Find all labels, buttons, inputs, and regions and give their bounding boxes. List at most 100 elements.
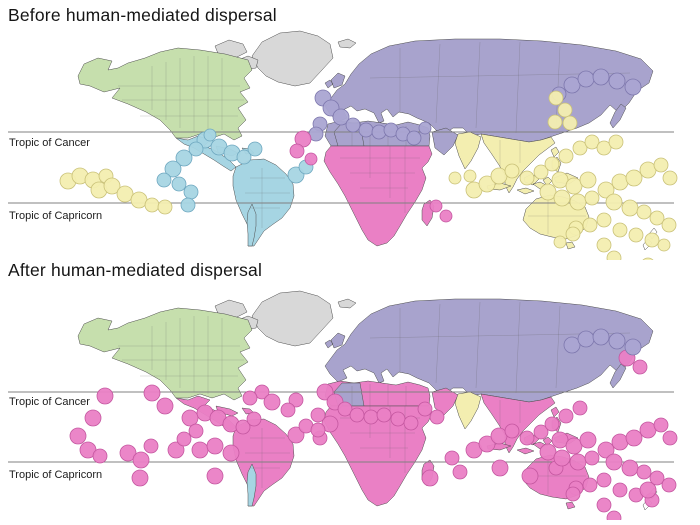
occurrence-marker: [236, 149, 252, 165]
occurrence-marker: [606, 250, 622, 260]
occurrence-marker: [572, 400, 588, 416]
occurrence-marker: [596, 237, 612, 253]
occurrence-marker: [624, 338, 642, 356]
occurrence-marker: [553, 189, 571, 207]
occurrence-marker: [345, 117, 361, 133]
occurrence-marker: [596, 472, 612, 488]
occurrence-marker: [579, 171, 597, 189]
occurrence-marker: [418, 121, 432, 135]
occurrence-marker: [639, 421, 657, 439]
occurrence-marker: [548, 90, 564, 106]
occurrence-marker: [403, 415, 419, 431]
occurrence-marker: [337, 401, 353, 417]
occurrence-marker: [119, 444, 137, 462]
markers: [69, 328, 678, 520]
tropic-of-cancer-label: Tropic of Cancer: [9, 396, 90, 408]
occurrence-marker: [156, 397, 174, 415]
occurrence-marker: [553, 449, 571, 467]
occurrence-marker: [662, 430, 678, 446]
occurrence-marker: [448, 171, 462, 185]
occurrence-marker: [608, 332, 626, 350]
occurrence-marker: [222, 444, 240, 462]
occurrence-marker: [582, 217, 598, 233]
occurrence-marker: [584, 190, 600, 206]
occurrence-marker: [478, 435, 496, 453]
occurrence-marker: [143, 438, 159, 454]
map-before: Tropic of Cancer Tropic of Capricorn: [8, 30, 678, 260]
occurrence-marker: [235, 419, 251, 435]
occurrence-marker: [625, 169, 643, 187]
occurrence-marker: [577, 330, 595, 348]
occurrence-marker: [657, 238, 671, 252]
occurrence-marker: [544, 156, 560, 172]
occurrence-marker: [539, 443, 557, 461]
occurrence-marker: [553, 235, 567, 249]
occurrence-marker: [96, 387, 114, 405]
occurrence-marker: [316, 383, 334, 401]
occurrence-marker: [504, 163, 520, 179]
occurrence-marker: [639, 481, 657, 499]
occurrence-marker: [596, 497, 612, 513]
occurrence-marker: [624, 78, 642, 96]
occurrence-marker: [642, 257, 654, 260]
occurrence-marker: [563, 336, 581, 354]
panel-title-after: After human-mediated dispersal: [8, 260, 263, 280]
occurrence-marker: [592, 328, 610, 346]
occurrence-marker: [463, 169, 477, 183]
occurrence-marker: [390, 411, 406, 427]
occurrence-marker: [661, 477, 677, 493]
occurrence-marker: [304, 152, 318, 166]
occurrence-marker: [533, 424, 549, 440]
occurrence-marker: [188, 423, 204, 439]
occurrence-marker: [621, 459, 639, 477]
occurrence-marker: [263, 393, 281, 411]
occurrence-marker: [649, 210, 665, 226]
occurrence-marker: [181, 409, 199, 427]
tropic-labels: Tropic of Cancer Tropic of Capricorn: [9, 137, 102, 222]
occurrence-marker: [606, 510, 622, 520]
occurrence-marker: [156, 172, 172, 188]
occurrence-marker: [628, 227, 644, 243]
occurrence-marker: [625, 429, 643, 447]
occurrence-marker: [478, 175, 496, 193]
occurrence-marker: [84, 409, 102, 427]
map-after: Tropic of Cancer Tropic of Capricorn: [8, 290, 678, 520]
occurrence-marker: [608, 72, 626, 90]
occurrence-marker: [167, 441, 185, 459]
occurrence-marker: [332, 108, 350, 126]
occurrence-marker: [597, 181, 615, 199]
occurrence-marker: [558, 408, 574, 424]
occurrence-marker: [544, 416, 560, 432]
occurrence-marker: [596, 140, 612, 156]
occurrence-marker: [406, 130, 422, 146]
occurrence-marker: [636, 204, 652, 220]
occurrence-marker: [562, 115, 578, 131]
occurrence-marker: [551, 171, 569, 189]
occurrence-marker: [164, 160, 182, 178]
occurrence-marker: [565, 226, 581, 242]
occurrence-marker: [551, 431, 569, 449]
occurrence-marker: [490, 167, 508, 185]
occurrence-marker: [246, 411, 262, 427]
occurrence-marker: [519, 170, 535, 186]
occurrence-marker: [288, 392, 304, 408]
occurrence-marker: [521, 467, 539, 485]
occurrence-marker: [636, 464, 652, 480]
occurrence-marker: [444, 450, 460, 466]
occurrence-marker: [103, 177, 121, 195]
occurrence-marker: [203, 128, 217, 142]
occurrence-marker: [504, 423, 520, 439]
occurrence-marker: [597, 441, 615, 459]
occurrence-marker: [563, 76, 581, 94]
occurrence-marker: [653, 417, 669, 433]
occurrence-marker: [188, 141, 204, 157]
occurrence-marker: [605, 193, 623, 211]
occurrence-marker: [242, 390, 258, 406]
occurrence-marker: [565, 486, 581, 502]
occurrence-marker: [565, 177, 583, 195]
occurrence-marker: [171, 176, 187, 192]
occurrence-marker: [157, 199, 173, 215]
occurrence-marker: [206, 467, 224, 485]
occurrence-marker: [579, 431, 597, 449]
occurrence-marker: [653, 157, 669, 173]
